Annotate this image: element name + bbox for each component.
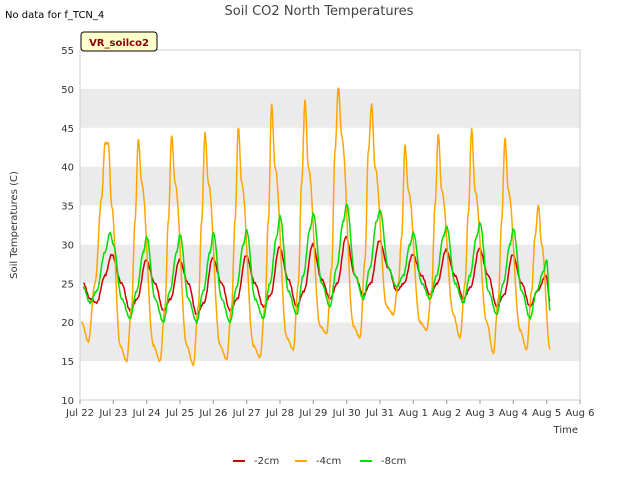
x-tick-label: Jul 29 (298, 408, 327, 419)
series-lines (80, 87, 551, 367)
grid-band (80, 322, 580, 362)
x-tick-label: Jul 23 (98, 408, 127, 419)
x-tick-label: Jul 27 (232, 408, 261, 419)
series-line-2cmcm (83, 235, 551, 316)
legend-label: -2cm (254, 456, 279, 467)
x-tick-label: Jul 31 (365, 408, 394, 419)
x-tick-label: Jul 22 (65, 408, 94, 419)
x-axis-label: Time (553, 425, 578, 436)
plot-background (80, 50, 580, 400)
x-tick-label: Jul 26 (198, 408, 227, 419)
y-axis: 10 15 20 25 30 35 40 45 50 55 (61, 46, 74, 407)
badge: VR_soilco2 (80, 31, 158, 52)
series-line-4cmcm (80, 87, 551, 367)
grid-band (80, 166, 580, 206)
y-tick-label: 25 (61, 279, 74, 290)
y-tick-label: 40 (61, 163, 74, 174)
y-tick-label: 55 (61, 46, 74, 57)
y-tick-label: 50 (61, 85, 74, 96)
y-tick-label: 15 (61, 357, 74, 368)
x-tick-label: Jul 30 (332, 408, 361, 419)
legend: -2cm -4cm -8cm (233, 456, 406, 467)
legend-label: -4cm (316, 456, 341, 467)
y-axis-label: Soil Temperatures (C) (9, 171, 20, 279)
y-tick-label: 10 (61, 396, 74, 407)
x-axis: Jul 22 Jul 23 Jul 24 Jul 25 Jul 26 Jul 27 Jul … (65, 400, 595, 419)
x-tick-label: Jul 24 (132, 408, 161, 419)
y-tick-label: 30 (61, 240, 74, 251)
x-tick-label: Aug 3 (465, 408, 494, 419)
x-tick-label: Jul 25 (165, 408, 194, 419)
y-tick-label: 45 (61, 124, 74, 135)
plot-frame (79, 49, 581, 401)
grid-band (80, 205, 580, 245)
grid-band (80, 127, 580, 167)
x-tick-label: Jul 28 (265, 408, 294, 419)
grid-band (80, 50, 580, 89)
x-tick-label: Aug 4 (499, 408, 528, 419)
x-tick-label: Aug 1 (399, 408, 428, 419)
no-data-note: No data for f_TCN_4 (5, 10, 104, 21)
badge-label: VR_soilco2 (89, 38, 149, 49)
legend-label: -8cm (381, 456, 406, 467)
x-tick-label: Aug 5 (532, 408, 561, 419)
y-tick-label: 20 (61, 318, 74, 329)
grid-band (80, 88, 580, 128)
grid-band (80, 361, 580, 400)
x-tick-label: Aug 6 (565, 408, 594, 419)
chart-title: Soil CO2 North Temperatures (225, 4, 414, 19)
x-tick-label: Aug 2 (432, 408, 461, 419)
y-tick-label: 35 (61, 202, 74, 213)
series-line-8cmcm (82, 203, 551, 324)
